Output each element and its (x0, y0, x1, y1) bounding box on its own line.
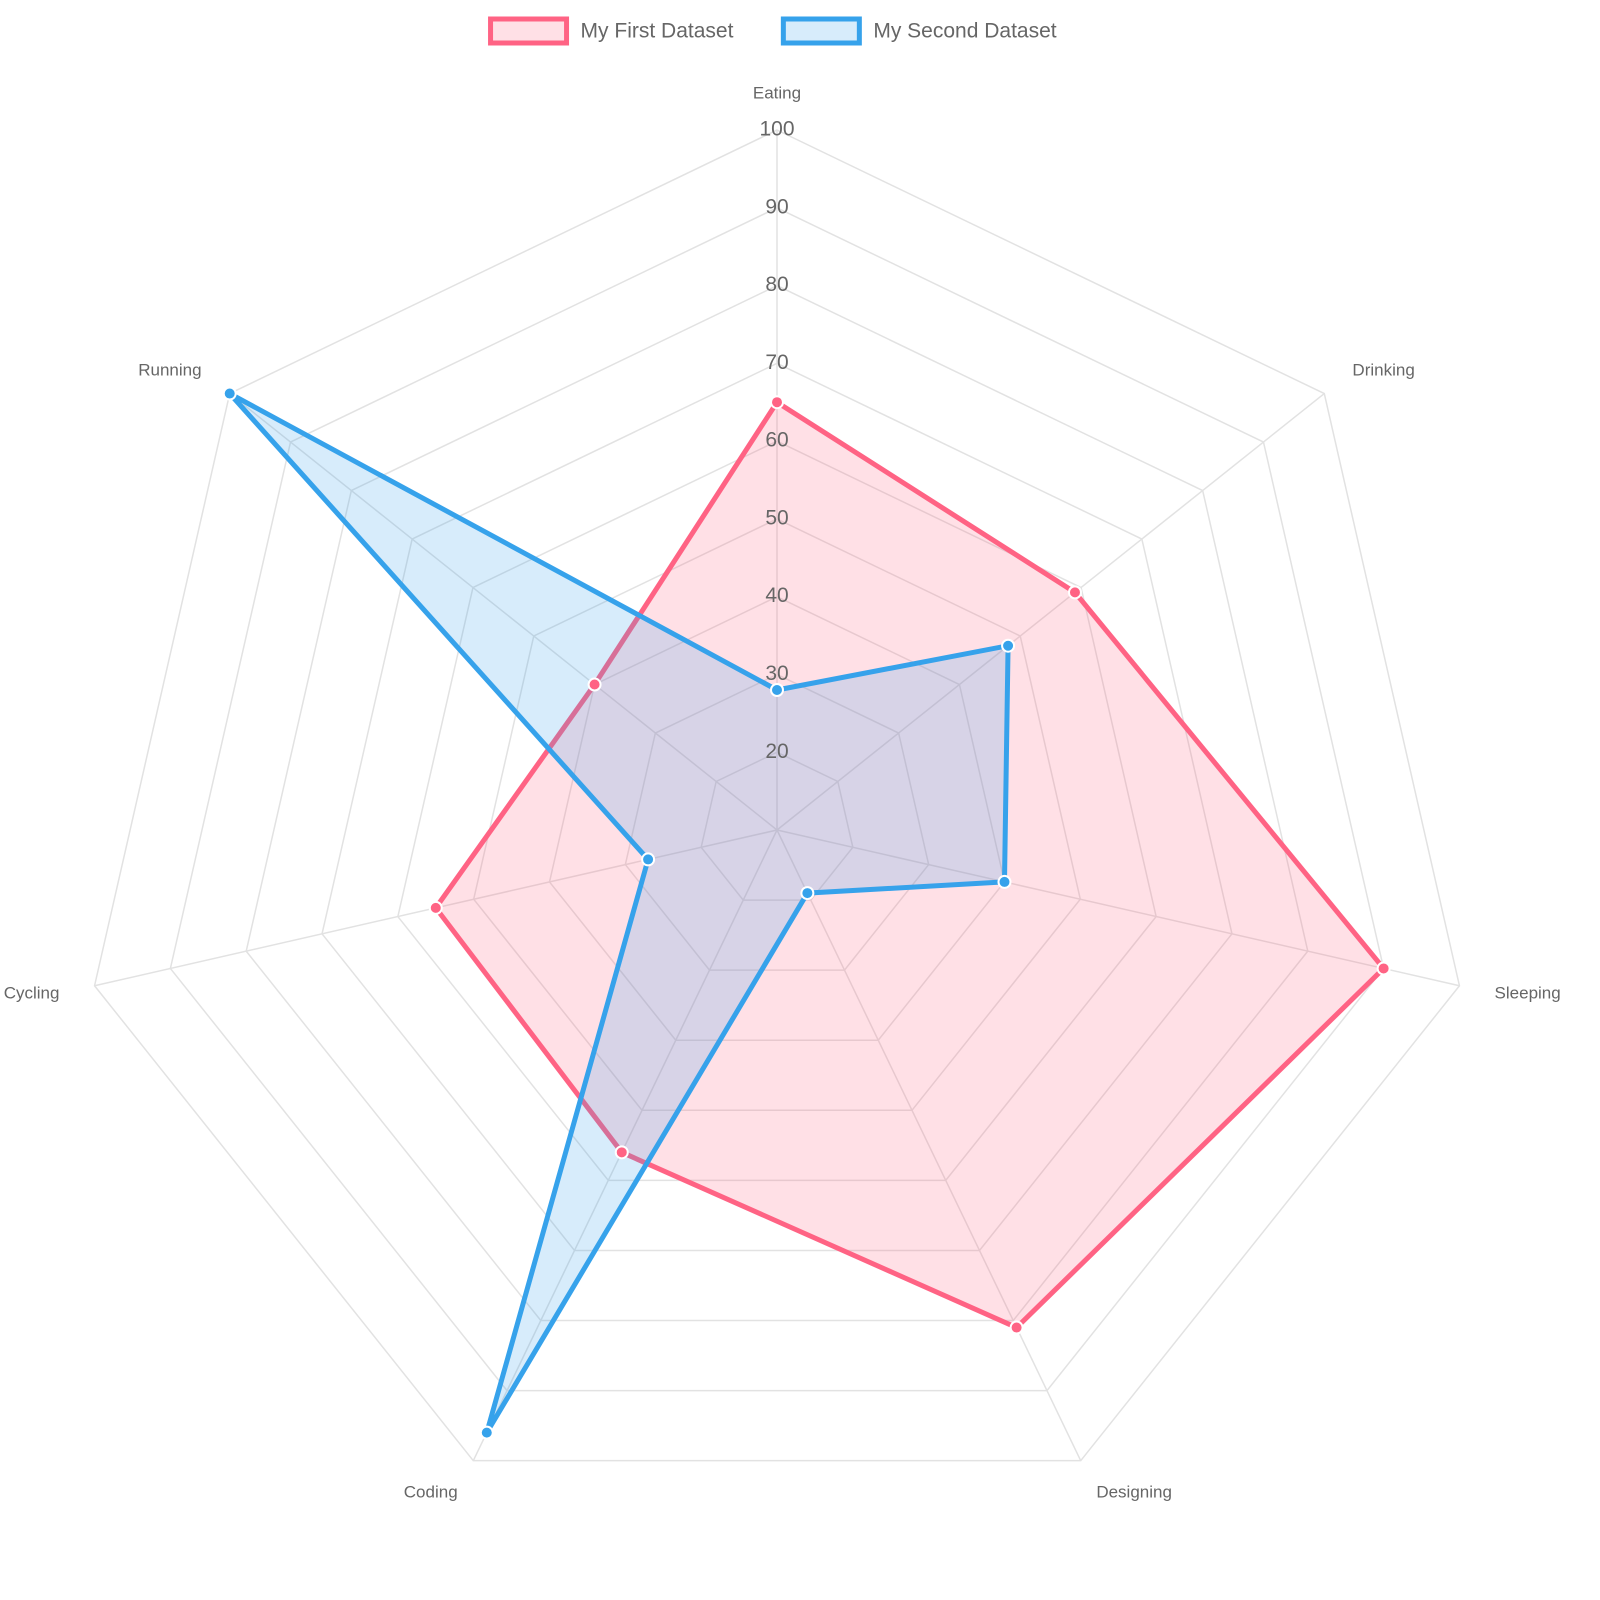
r-tick-label: 20 (765, 740, 788, 763)
grid-line (245, 284, 1309, 1322)
grid-line (169, 206, 1385, 1392)
data-point (479, 1425, 494, 1440)
category-label: Sleeping (1495, 983, 1561, 1002)
angle-line (776, 392, 1325, 831)
data-point (1009, 1320, 1024, 1335)
r-tick-label: 40 (765, 584, 788, 607)
grid-line (472, 518, 1082, 1112)
data-point (1376, 961, 1391, 976)
grid-line (93, 129, 1461, 1462)
legend-label: My First Dataset (581, 20, 734, 43)
category-label: Coding (404, 1483, 458, 1502)
r-tick-label: 80 (765, 273, 788, 296)
data-point (614, 1145, 629, 1160)
data-point (800, 886, 815, 901)
r-tick-label: 100 (759, 118, 794, 141)
legend-swatch (780, 16, 862, 46)
category-label: Cycling (4, 983, 60, 1002)
data-point (1067, 585, 1082, 600)
series-area (227, 391, 1011, 1434)
grid-line (321, 362, 1233, 1252)
data-point (587, 677, 602, 692)
r-tick-label: 50 (765, 506, 788, 529)
r-tick-label: 60 (765, 429, 788, 452)
r-tick-label: 70 (765, 351, 788, 374)
category-label: Drinking (1352, 361, 1414, 380)
data-point (770, 395, 784, 410)
angle-line (472, 829, 778, 1462)
data-point (1001, 638, 1016, 653)
grid-line (397, 440, 1157, 1182)
grid-line (700, 751, 854, 901)
data-point (428, 900, 443, 915)
legend-label: My Second Dataset (873, 20, 1056, 43)
angle-line (229, 392, 778, 831)
data-point (222, 386, 237, 401)
category-label: Eating (753, 83, 801, 102)
data-point (997, 874, 1012, 889)
r-tick-label: 90 (765, 195, 788, 218)
angle-line (776, 829, 1460, 987)
data-point (641, 852, 656, 867)
category-label: Designing (1096, 1483, 1172, 1502)
data-point (770, 683, 784, 697)
legend-swatch (488, 16, 570, 46)
grid-line (548, 595, 1006, 1041)
category-label: Running (138, 361, 201, 380)
grid-line (624, 673, 930, 971)
angle-line (776, 829, 1082, 1462)
r-tick-label: 30 (765, 662, 788, 685)
